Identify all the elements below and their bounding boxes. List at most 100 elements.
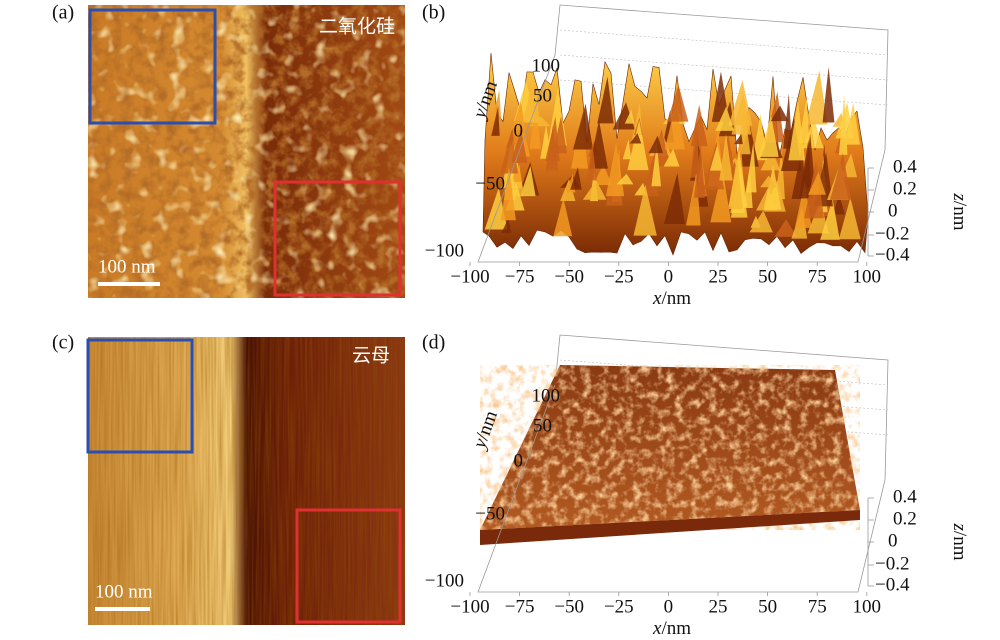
surface-peak [822,67,835,123]
surface-peak [728,157,743,210]
surface-peak [663,148,680,167]
y-axis-label-unit: /nm [472,408,502,443]
x-axis-label-symbol: x [652,288,662,309]
surface-peak [711,71,730,122]
z-tick-label: 0 [888,530,898,551]
surface-peak [573,103,594,150]
surface-peak [695,179,706,197]
surface-peak [648,135,663,154]
y-axis-label: y/nm [469,408,502,453]
y-tick-label: 100 [532,55,561,76]
z-tick-label: 0 [888,200,898,221]
surface-peak [500,166,516,221]
x-tick-label: 25 [709,596,728,617]
surface-peak [719,134,733,181]
box-grid [559,54,889,81]
y-tick-label: −50 [475,503,505,524]
z-axis-label: z/nm [949,193,970,231]
surface-peak [835,102,854,139]
box-grid [559,29,889,56]
scale-bar-label: 100 nm [95,581,153,602]
y-tick-label: 100 [532,385,561,406]
surface-peak [586,143,597,181]
blue-box [88,8,217,125]
panel-label: (a) [52,2,74,24]
surface-peak [501,218,512,233]
blue-box [86,338,194,454]
y-tick-label: −100 [425,570,464,591]
x-axis-label: x/nm [652,618,691,639]
surface-peak [829,153,852,200]
z-tick-label: −0.2 [875,223,909,244]
afm-texture [88,5,405,298]
z-axis-label-symbol: z [949,193,970,202]
y-tick-label: 0 [514,120,524,141]
surface-peak [622,139,632,160]
surface-peak [545,125,559,171]
surface-peak [522,74,540,123]
surface-peak [651,143,662,187]
surface-peak [667,84,689,122]
surface-peak [690,104,708,147]
surface-peak [552,115,568,154]
surface-peak [770,105,789,122]
surface-peak [663,173,685,225]
surface-peak [758,115,779,157]
x-tick-label: 100 [853,596,882,617]
x-tick-label: −50 [554,596,584,617]
surface-peak [624,109,635,124]
surface-peak [633,184,657,236]
red-box [295,508,402,624]
surface-peak [775,148,785,200]
x-axis-label-unit: /nm [661,288,691,309]
surface-peak [592,164,613,186]
surface-peak [820,198,840,240]
x-tick-label: 0 [664,266,674,287]
x-tick-label: −50 [554,266,584,287]
surface-peak [491,90,502,121]
x-tick-label: 0 [664,596,674,617]
x-tick-label: 50 [758,596,777,617]
z-tick-label: 0.4 [893,486,917,507]
surface-peak [745,142,757,193]
z-tick-label: −0.4 [875,244,910,265]
surface-peak [749,210,773,233]
x-tick-label: 25 [709,266,728,287]
x-tick-label: −75 [505,266,535,287]
surface-plot: −100 −75 −50 −25 0 25 50 75 100−100−500501000.40… [425,4,970,309]
surface-peak [763,165,782,210]
surface-peak [520,165,536,197]
surface-peak [838,197,861,240]
y-tick-label: −100 [425,240,464,261]
box-back [554,4,889,151]
surface-peak [715,106,734,131]
x-tick-label: −100 [450,266,489,287]
x-tick-label: 75 [808,266,827,287]
surface-peak [690,117,700,178]
surface-peak [570,167,582,190]
afm-texture [88,337,405,625]
box-back [554,334,889,481]
surface-peak [597,76,614,124]
z-tick-label: 0.2 [893,508,917,529]
surface-peak [760,175,777,188]
surface-texture [480,365,860,530]
panel-label: (b) [422,2,445,24]
z-axis-label-unit: /nm [949,201,970,231]
x-axis-label-unit: /nm [661,618,691,639]
panel-a: 100 nm 二氧化硅 (a) [52,2,405,298]
surface-peak [832,194,845,215]
surface-peak [808,172,826,195]
red-box [273,180,402,297]
y-tick-label: 50 [533,85,552,106]
panel-label: (d) [422,332,445,354]
surface-peak [629,133,642,144]
z-axis-label-symbol: z [949,523,970,532]
y-tick-label: −50 [475,173,505,194]
surface-peak [529,105,541,149]
surface-peak [799,139,813,199]
material-label: 云母 [352,345,390,366]
surface-peak [709,144,723,171]
x-tick-label: −100 [450,596,489,617]
